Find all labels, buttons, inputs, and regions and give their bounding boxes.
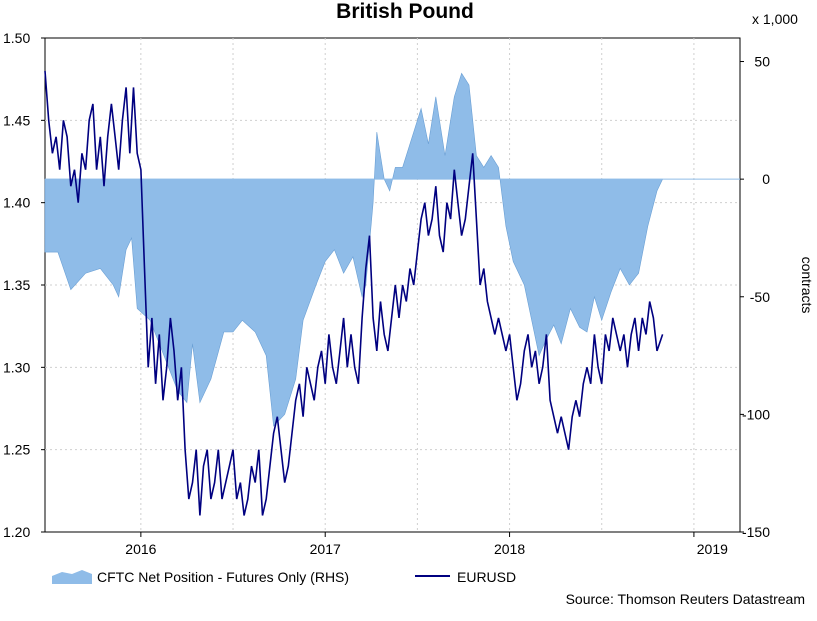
left-axis: 1.20 1.25 1.30 1.35 1.40 1.45 1.50 (3, 30, 45, 540)
left-tick-label: 1.35 (3, 277, 30, 293)
x-tick-label: 2016 (125, 541, 156, 557)
left-tick-label: 1.50 (3, 30, 30, 46)
legend: CFTC Net Position - Futures Only (RHS) E… (52, 569, 516, 585)
x-axis: 2016 2017 2018 2019 (125, 532, 728, 557)
left-tick-label: 1.25 (3, 442, 30, 458)
left-tick-label: 1.30 (3, 359, 30, 375)
left-tick-label: 1.20 (3, 524, 30, 540)
x-tick-label: 2018 (494, 541, 525, 557)
legend-label-eurusd: EURUSD (457, 569, 516, 585)
right-tick-label: -100 (742, 406, 770, 422)
right-axis: 50 0 -50 -100 -150 (740, 54, 770, 540)
chart-title: British Pound (336, 0, 474, 23)
left-tick-label: 1.45 (3, 112, 30, 128)
cftc-area-layer (44, 72, 740, 427)
left-tick-label: 1.40 (3, 195, 30, 211)
legend-label-cftc: CFTC Net Position - Futures Only (RHS) (97, 569, 349, 585)
right-axis-title: contracts (799, 257, 815, 314)
eurusd-line-layer (44, 70, 664, 516)
right-tick-label: 50 (754, 54, 770, 70)
source-note: Source: Thomson Reuters Datastream (566, 591, 805, 607)
eurusd-line (44, 70, 664, 516)
x-tick-label: 2017 (310, 541, 341, 557)
right-tick-label: 0 (762, 171, 770, 187)
right-tick-label: -50 (750, 289, 770, 305)
x-tick-label: 2019 (697, 541, 728, 557)
legend-area-swatch (52, 570, 92, 584)
right-axis-unit: x 1,000 (752, 11, 798, 27)
right-tick-label: -150 (742, 524, 770, 540)
